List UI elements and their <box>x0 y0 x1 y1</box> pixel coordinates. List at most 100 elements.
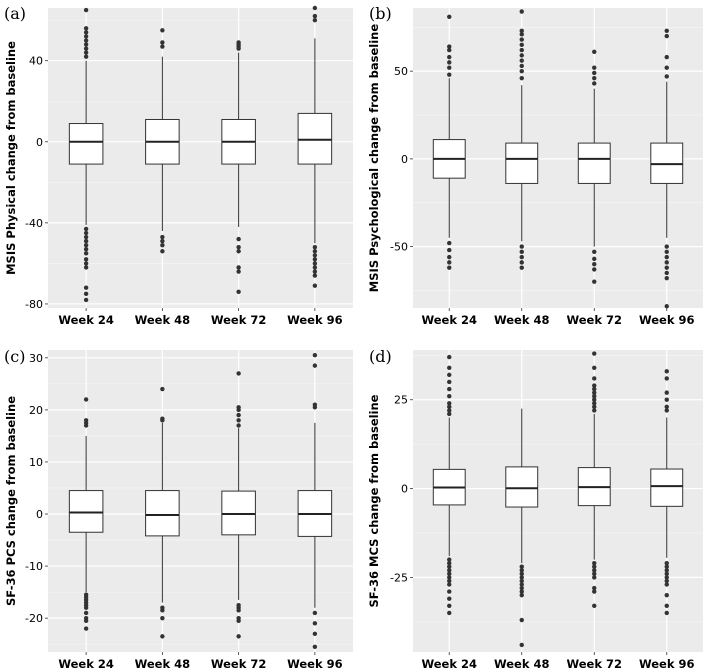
outlier-point <box>447 393 452 399</box>
y-tick-label: 0 <box>36 136 43 149</box>
panel-letter: (d) <box>369 347 392 366</box>
outlier-point <box>83 610 89 616</box>
iqr-box <box>68 123 104 165</box>
outlier-point <box>664 560 669 566</box>
x-category-label: Week 24 <box>421 657 477 671</box>
outlier-point <box>664 571 669 577</box>
outlier-point <box>519 68 524 74</box>
outlier-point <box>312 610 318 616</box>
outlier-point <box>447 60 452 65</box>
iqr-box <box>221 490 256 536</box>
outlier-point <box>447 44 452 49</box>
outlier-point <box>312 363 318 368</box>
outlier-point <box>664 603 669 609</box>
outlier-point <box>519 28 524 34</box>
y-tick-label: -80 <box>25 298 43 311</box>
outlier-point <box>519 578 524 584</box>
outlier-point <box>83 285 89 290</box>
outlier-point <box>519 42 524 48</box>
x-category-label: Week 48 <box>494 657 550 671</box>
outlier-point <box>519 47 524 53</box>
panel-letter: (b) <box>369 4 392 23</box>
iqr-box <box>577 142 611 184</box>
outlier-point <box>447 401 452 406</box>
x-category-label: Week 24 <box>58 313 114 327</box>
outlier-point <box>236 269 241 274</box>
outlier-point <box>592 390 597 395</box>
panel-3: 30 20 10 0 -10 -20 Week 24 Week 48 Week 72 Week 9… <box>4 347 353 671</box>
outlier-point <box>236 423 241 428</box>
y-axis-title: SF-36 PCS change from baseline <box>4 396 18 606</box>
outlier-point <box>664 575 669 580</box>
y-tick-label: 0 <box>401 153 408 166</box>
outlier-point <box>519 265 524 270</box>
outlier-point <box>592 401 597 406</box>
boxplot-week-48 <box>145 386 180 639</box>
outlier-point <box>447 560 452 566</box>
outlier-point <box>160 242 165 248</box>
outlier-point <box>83 226 89 232</box>
outlier-point <box>160 40 165 45</box>
outlier-point <box>236 418 241 423</box>
outlier-point <box>447 610 452 616</box>
outlier-point <box>519 58 524 63</box>
outlier-point <box>160 249 165 254</box>
y-tick-label: -20 <box>25 612 43 625</box>
outlier-point <box>592 365 597 370</box>
outlier-point <box>312 17 318 23</box>
outlier-point <box>592 70 597 76</box>
outlier-point <box>664 610 669 616</box>
x-category-label: Week 48 <box>494 313 550 327</box>
x-category-label: Week 96 <box>287 657 343 671</box>
outlier-point <box>592 49 597 55</box>
outlier-point <box>83 38 89 43</box>
outlier-point <box>83 26 89 31</box>
outlier-point <box>592 404 597 410</box>
outlier-point <box>447 386 452 392</box>
outlier-point <box>519 617 524 623</box>
outlier-point <box>664 275 669 281</box>
outlier-point <box>519 249 524 255</box>
outlier-point <box>83 618 89 623</box>
y-tick-label: 10 <box>29 456 43 469</box>
outlier-point <box>592 376 597 381</box>
outlier-point <box>312 631 318 636</box>
panel-letter: (c) <box>4 347 25 366</box>
outlier-point <box>592 383 597 388</box>
outlier-point <box>236 412 241 418</box>
y-tick-label: -10 <box>25 560 43 573</box>
outlier-point <box>312 261 318 266</box>
outlier-point <box>160 238 165 244</box>
outlier-point <box>160 44 165 49</box>
outlier-point <box>592 560 597 566</box>
y-tick-label: 0 <box>36 508 43 521</box>
outlier-point <box>312 265 318 270</box>
outlier-point <box>592 568 597 573</box>
outlier-point <box>447 578 452 584</box>
outlier-point <box>83 261 89 266</box>
outlier-point <box>592 393 597 399</box>
boxplot-week-48 <box>505 408 539 648</box>
iqr-box <box>145 490 180 537</box>
outlier-point <box>447 354 452 360</box>
outlier-point <box>592 603 597 609</box>
iqr-box <box>650 468 684 507</box>
outlier-point <box>592 75 597 81</box>
outlier-point <box>447 72 452 77</box>
outlier-point <box>592 575 597 580</box>
iqr-box <box>505 142 539 184</box>
outlier-point <box>592 249 597 255</box>
x-category-label: Week 72 <box>211 313 267 327</box>
outlier-point <box>664 369 669 374</box>
boxplot-week-72 <box>577 49 611 284</box>
outlier-point <box>236 405 241 410</box>
outlier-point <box>519 75 524 81</box>
outlier-point <box>83 34 89 39</box>
panel-letter: (a) <box>4 4 26 23</box>
outlier-point <box>447 408 452 413</box>
outlier-point <box>447 571 452 577</box>
outlier-point <box>83 238 89 244</box>
outlier-point <box>160 386 165 392</box>
outlier-point <box>664 244 669 249</box>
outlier-point <box>447 54 452 60</box>
